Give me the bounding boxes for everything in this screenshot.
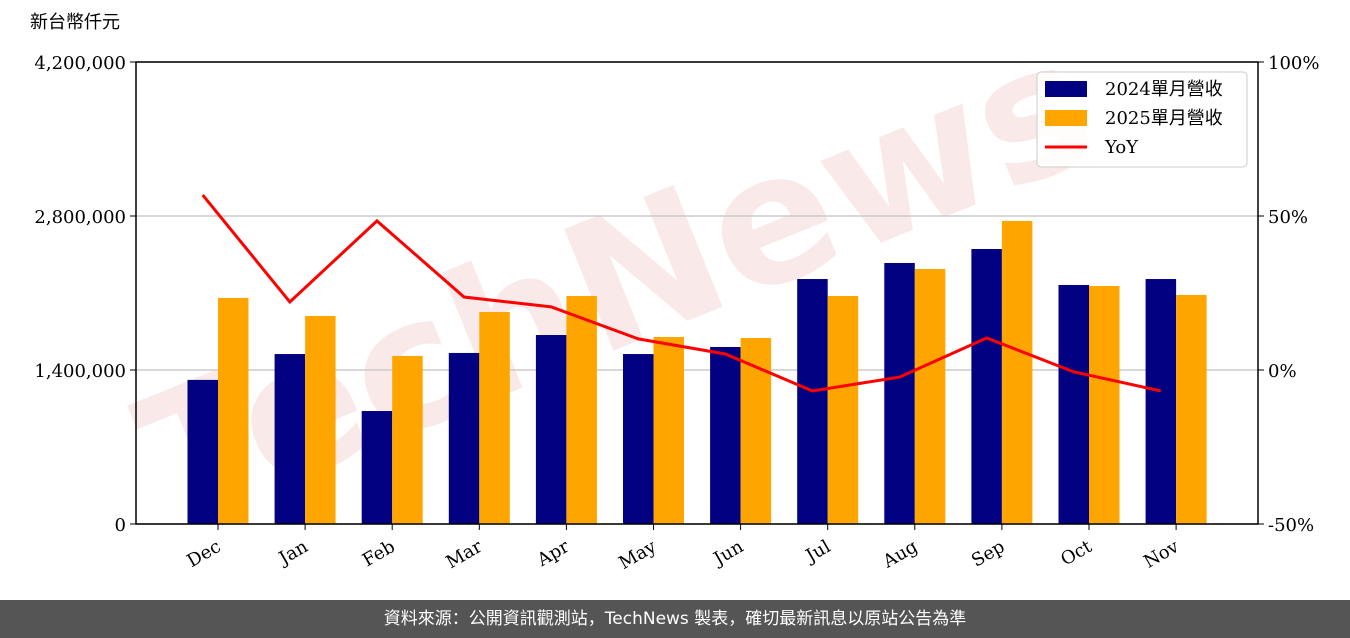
legend-label: 2024單月營收 — [1105, 79, 1223, 100]
bar — [274, 354, 306, 524]
bar — [653, 337, 684, 524]
bar — [914, 269, 946, 524]
legend-swatch — [1045, 81, 1087, 97]
legend-box — [1036, 71, 1248, 168]
y-tick-label: 4,200,000 — [34, 53, 126, 74]
bar — [1176, 294, 1207, 524]
bar — [1089, 285, 1120, 524]
plot-frame — [135, 61, 1259, 525]
y2-tick-label: 100% — [1268, 53, 1319, 74]
bar — [827, 295, 859, 524]
bar — [187, 379, 218, 524]
bar — [566, 295, 597, 524]
footer: 資料來源：公開資訊觀測站，TechNews 製表，確切最新訊息以原站公告為準 — [0, 600, 1350, 638]
x-tick-label: Mar — [443, 536, 487, 573]
bar — [218, 297, 249, 524]
x-tick-label: Jan — [274, 536, 312, 570]
bar — [392, 356, 423, 524]
bar — [740, 337, 772, 524]
bar — [971, 249, 1002, 524]
chart: 新台幣仟元 TechNews 0 1,400,000 2,800,000 4,200,… — [30, 0, 1319, 574]
bar — [884, 262, 915, 524]
y2-tick-label: -50% — [1268, 515, 1314, 536]
x-tick-label: Apr — [533, 536, 573, 571]
y-tick-label: 1,400,000 — [34, 361, 126, 382]
yoy-line — [201, 194, 1162, 393]
y-axis-label: 新台幣仟元 — [30, 12, 120, 33]
y-tick-label: 2,800,000 — [34, 207, 126, 228]
x-tick-label: Jun — [709, 536, 748, 571]
y2-tick-label: 0% — [1268, 361, 1297, 382]
bar — [1058, 284, 1089, 524]
x-tick-label: Nov — [1140, 536, 1183, 573]
legend-swatch — [1045, 110, 1087, 126]
x-tick-label: Feb — [359, 536, 399, 571]
x-tick-label: Jul — [801, 536, 835, 568]
bar — [1145, 279, 1177, 524]
x-tick-label: May — [615, 536, 660, 574]
x-tick-label: Aug — [879, 536, 922, 573]
bar — [710, 347, 741, 524]
bar — [1001, 220, 1033, 524]
y2-tick-label: 50% — [1268, 207, 1308, 228]
bar — [797, 279, 828, 524]
x-tick-label: Sep — [968, 536, 1008, 571]
bar — [361, 411, 393, 524]
bar — [623, 354, 654, 524]
x-tick-label: Oct — [1057, 536, 1096, 571]
bar — [479, 312, 510, 524]
bar — [448, 352, 480, 524]
legend-label: YoY — [1104, 137, 1139, 158]
y-tick-label: 0 — [115, 515, 126, 536]
watermark: TechNews — [113, 0, 1120, 568]
legend-label: 2025單月營收 — [1105, 108, 1223, 129]
bar — [305, 315, 336, 524]
bar — [535, 335, 567, 524]
